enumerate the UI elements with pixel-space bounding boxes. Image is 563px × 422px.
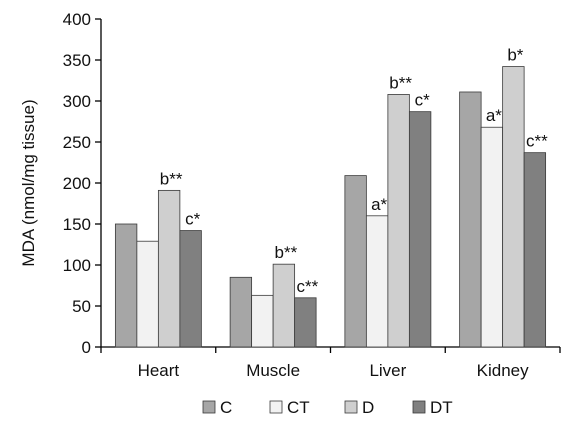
y-axis: 0 50 100 150 200 250 300 350 400 [63,10,102,357]
bar-D-Kidney [502,66,525,348]
x-category-label: Kidney [477,361,529,380]
bar-C-Heart [114,223,138,348]
bar-annotations: a* a* b** b** b** b* c* c** c* c** [160,46,548,296]
legend: C CT D DT [202,398,453,417]
x-category-label: Muscle [246,361,300,380]
bar-DT-Liver [408,111,432,348]
bar-annotation: b** [389,73,412,92]
bar-CT-Heart [136,240,159,348]
bar-DT-Heart [179,230,202,348]
bar-C-Liver [344,175,367,348]
y-tick-label: 0 [82,338,91,357]
y-axis-label: MDA (nmol/mg tissue) [19,99,38,266]
x-axis: Heart Muscle Liver Kidney [100,346,561,380]
x-category-label: Liver [369,361,406,380]
legend-swatch-D [344,400,358,414]
legend-label: CT [287,398,310,417]
bar-C-Muscle [229,276,253,348]
legend-label: C [220,398,232,417]
legend-swatch-C [202,400,216,414]
bar-annotation: b** [275,243,298,262]
y-tick-label: 400 [63,10,91,29]
bar-DT-Muscle [294,297,317,348]
y-tick-label: 150 [63,215,91,234]
bar-D-Muscle [272,263,296,348]
bar-annotation: c** [297,277,319,296]
y-tick-label: 350 [63,51,91,70]
bars [114,66,547,348]
bar-D-Liver [387,94,410,348]
y-tick-label: 200 [63,174,91,193]
bar-D-Heart [157,189,181,348]
bar-CT-Muscle [251,294,274,348]
bar-CT-Liver [365,215,389,348]
y-tick-label: 100 [63,256,91,275]
bar-annotation: b** [160,169,183,188]
bar-annotation: b* [507,46,523,65]
y-tick-label: 50 [72,297,91,316]
bar-annotation: c* [415,91,431,110]
bar-annotation: c** [526,132,548,151]
bar-annotation: a* [486,106,502,125]
bar-annotation: a* [371,195,387,214]
legend-label: D [362,398,374,417]
bar-CT-Kidney [480,126,504,348]
x-category-label: Heart [138,361,180,380]
legend-swatch-DT [412,400,426,414]
bar-C-Kidney [459,91,482,348]
bar-annotation: c* [185,210,201,229]
legend-label: DT [430,398,453,417]
legend-swatch-CT [269,400,283,414]
y-tick-label: 250 [63,133,91,152]
y-tick-label: 300 [63,92,91,111]
bar-DT-Kidney [523,152,547,348]
